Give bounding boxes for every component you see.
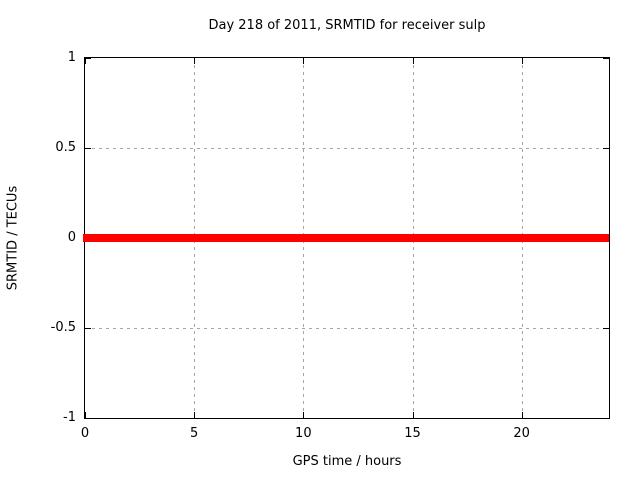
y-tick-right (603, 328, 609, 329)
x-tick-bottom (194, 412, 196, 418)
x-tick-bottom (303, 412, 305, 418)
x-tick-top (194, 58, 196, 64)
y-tick-right (603, 418, 609, 419)
x-tick-label: 10 (295, 426, 312, 441)
x-tick-label: 0 (80, 426, 90, 441)
x-tick-top (521, 58, 523, 64)
y-tick-right (603, 58, 609, 59)
x-tick-top (412, 58, 414, 64)
x-tick-top (85, 58, 86, 64)
x-tick-label: 5 (190, 426, 199, 441)
x-tick-bottom (85, 412, 86, 418)
y-tick-left (85, 418, 91, 419)
y-tick-label: -0.5 (50, 320, 76, 335)
y-tick-label: 1 (67, 50, 76, 65)
y-tick-left (85, 328, 91, 329)
y-tick-label: 0.5 (55, 140, 76, 155)
x-axis-label: GPS time / hours (292, 454, 402, 469)
plot-area: 0 5 10 15 20 1 0.5 0 -0.5 -1 (51, 50, 610, 441)
y-gridline (85, 328, 609, 329)
y-gridline (85, 148, 609, 149)
x-tick-bottom (521, 412, 523, 418)
y-tick-label: -1 (63, 410, 76, 425)
data-series-srmtid (83, 234, 609, 242)
x-tick-top (303, 58, 305, 64)
y-tick-right (603, 148, 609, 149)
y-tick-label: 0 (67, 230, 76, 245)
x-tick-label: 15 (404, 426, 421, 441)
y-tick-left (85, 148, 91, 149)
x-tick-bottom (412, 412, 414, 418)
y-tick-left (85, 58, 91, 59)
chart-title: Day 218 of 2011, SRMTID for receiver sul… (208, 18, 486, 33)
x-tick-label: 20 (513, 426, 530, 441)
